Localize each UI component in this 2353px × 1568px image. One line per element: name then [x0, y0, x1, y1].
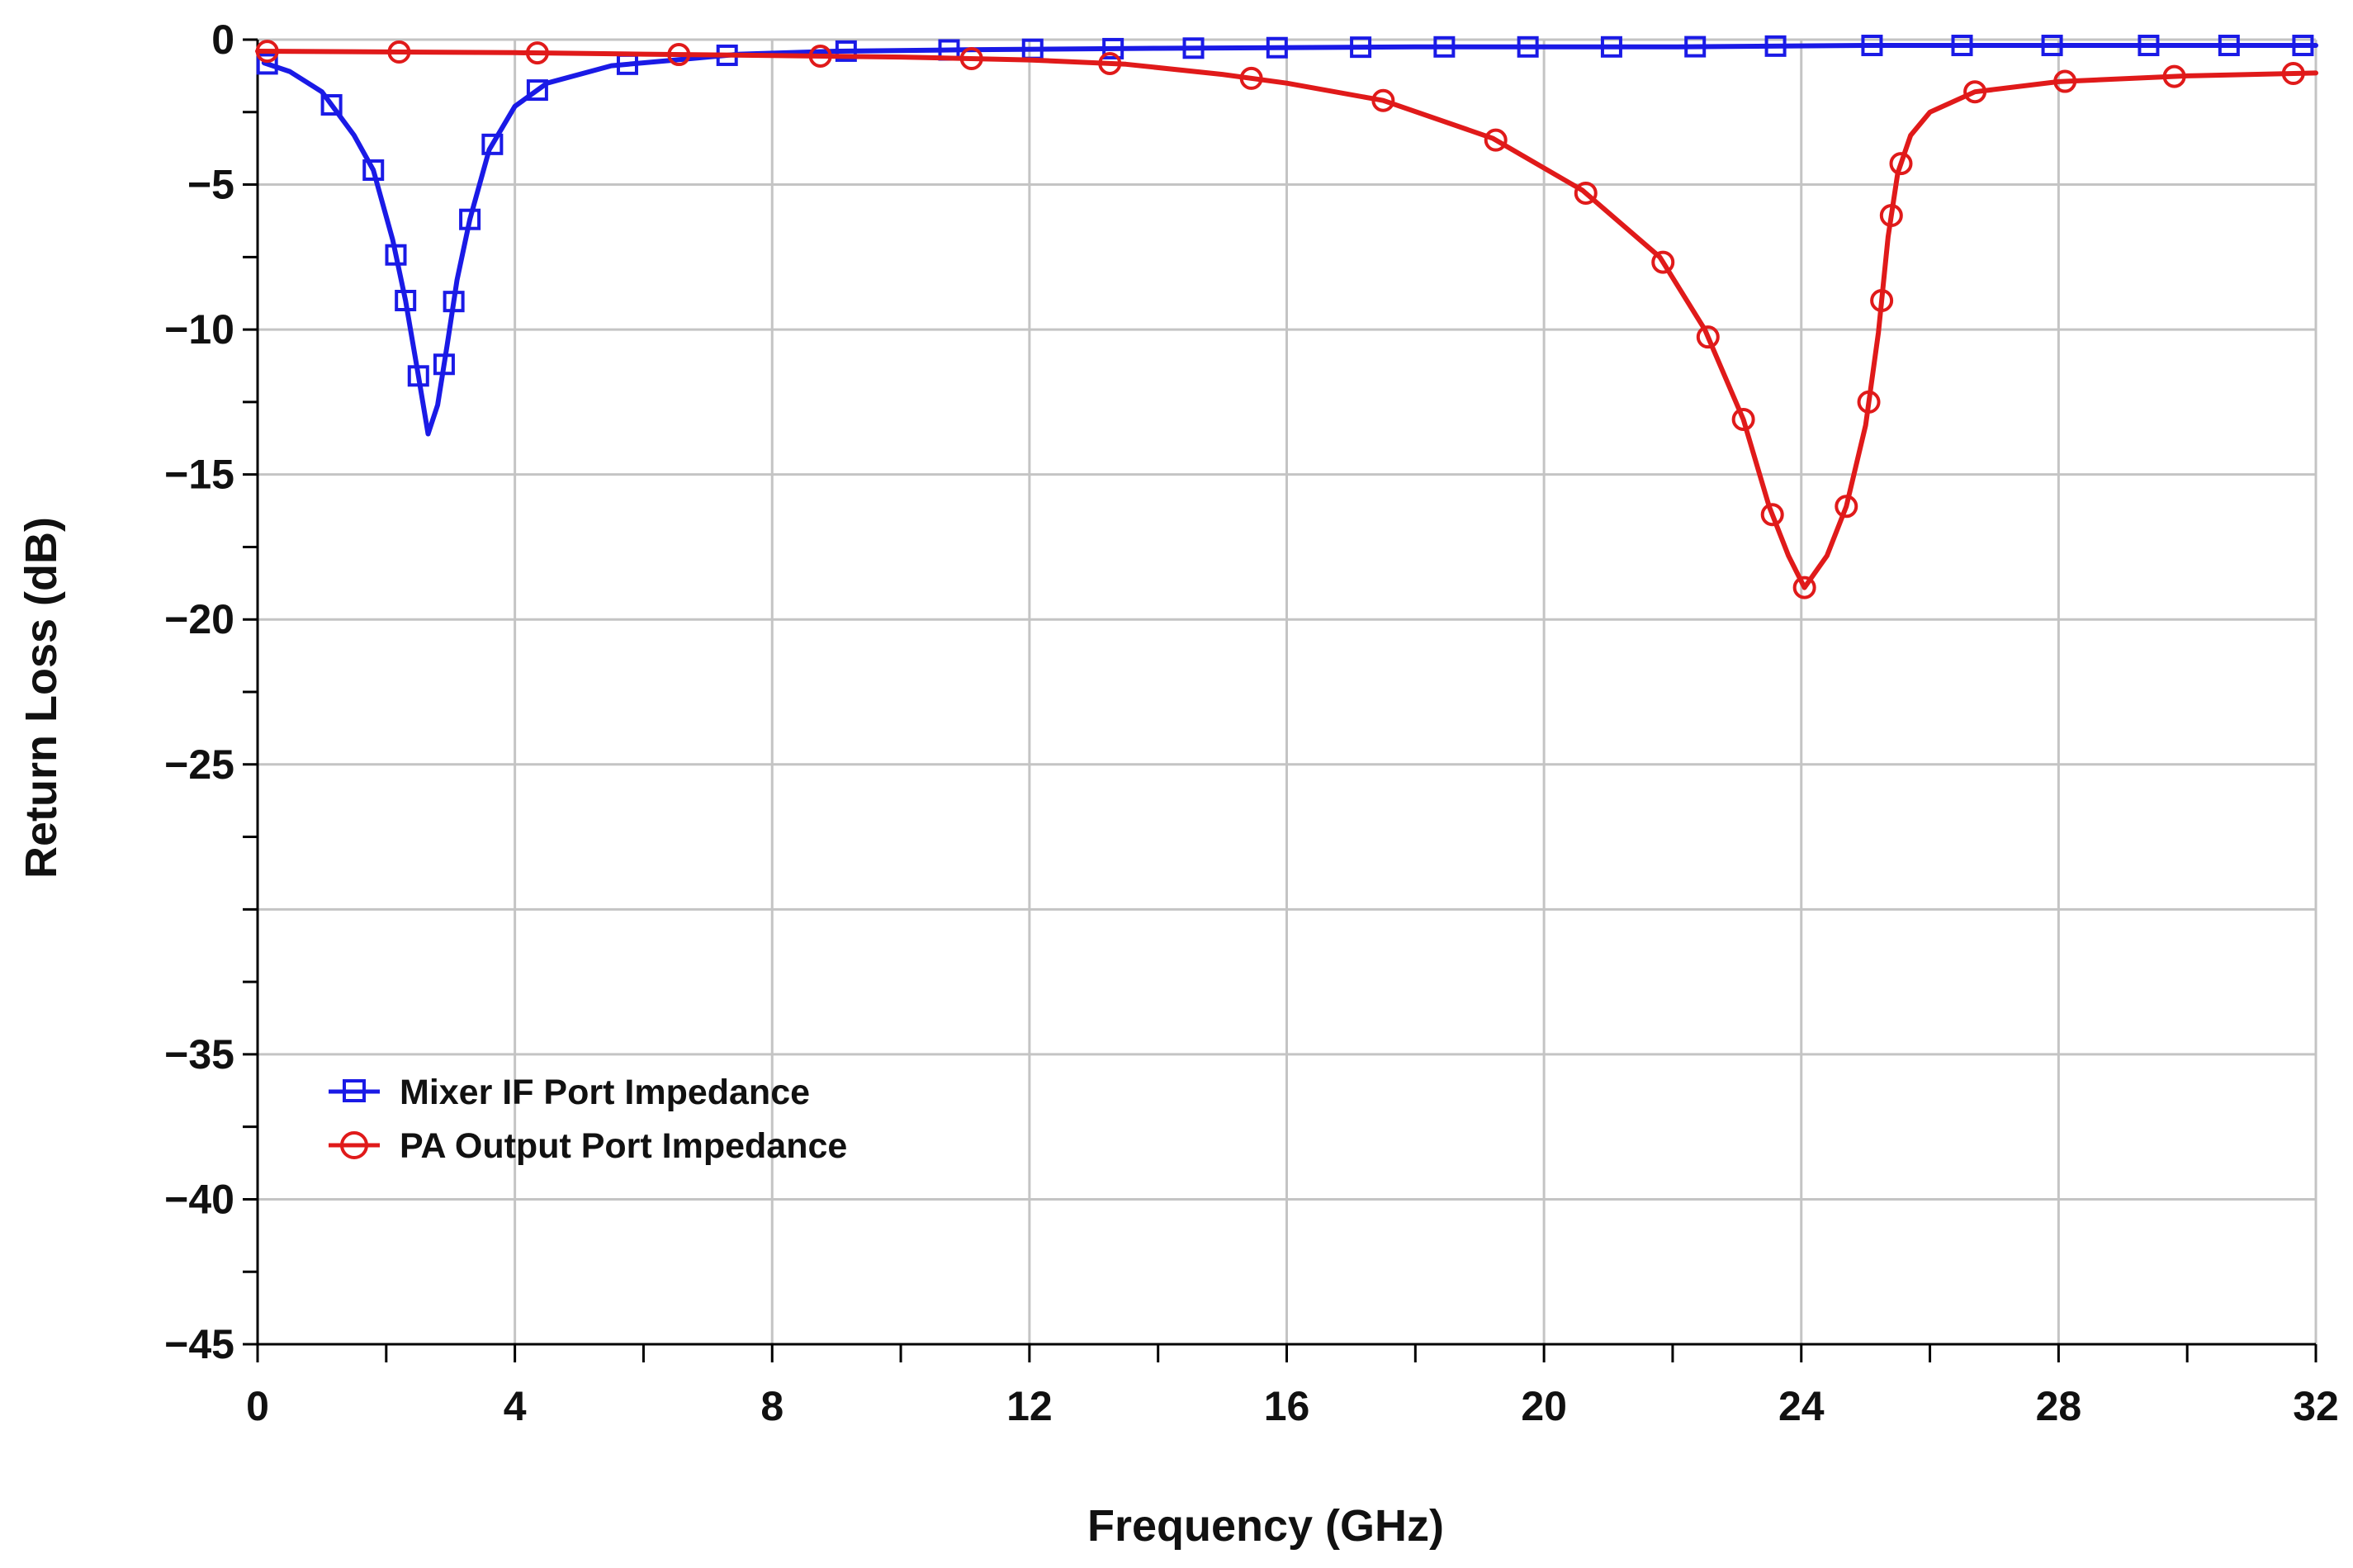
data-point-square [1433, 36, 1456, 58]
data-point-square [1266, 36, 1288, 59]
legend-marker-circle [340, 1131, 368, 1159]
data-point-square [256, 53, 278, 75]
data-point-circle [1879, 204, 1903, 228]
data-point-square [320, 94, 343, 116]
data-point-circle [2281, 61, 2305, 85]
data-point-circle [1835, 495, 1858, 519]
y-tick-label: −25 [164, 741, 234, 788]
data-point-circle [808, 44, 832, 68]
data-point-square [1684, 36, 1707, 58]
tick-labels: 0 4 8 12 16 20 24 28 32 0 −5 −10 −15 −20 −25 −35 −40 −45 [164, 17, 2339, 1429]
series-pa-output [255, 40, 2318, 599]
data-point-square [2218, 35, 2240, 57]
x-tick-label: 32 [2293, 1383, 2339, 1429]
data-point-square [385, 244, 407, 266]
x-tick-label: 4 [504, 1383, 527, 1429]
data-point-square [2138, 35, 2160, 57]
y-tick-label: −5 [187, 162, 234, 208]
data-point-circle [2053, 69, 2077, 93]
y-tick-label: 0 [211, 17, 234, 63]
data-point-square [395, 290, 417, 311]
data-point-circle [1792, 576, 1816, 599]
data-point-circle [1870, 289, 1894, 312]
data-point-square [362, 159, 385, 181]
x-tick-label: 28 [2036, 1383, 2082, 1429]
x-tick-label: 24 [1778, 1383, 1825, 1429]
data-point-square [443, 291, 465, 313]
data-point-circle [1889, 152, 1913, 176]
x-axis-title: Frequency (GHz) [1087, 1501, 1444, 1551]
data-point-square [526, 79, 548, 102]
data-point-square [433, 353, 455, 376]
data-point-square [1517, 36, 1539, 58]
y-tick-label: −15 [164, 452, 234, 498]
legend-label-mixer: Mixer IF Port Impedance [400, 1073, 810, 1112]
y-axis-title: Return Loss (dB) [17, 517, 66, 879]
data-point-circle [1239, 66, 1263, 90]
data-point-circle [1371, 88, 1395, 112]
data-point-circle [1696, 325, 1720, 349]
data-point-square [1600, 36, 1622, 58]
data-point-square [2292, 35, 2314, 57]
data-point-circle [387, 40, 411, 64]
legend-item-pa: PA Output Port Impedance [329, 1126, 847, 1166]
data-point-circle [2162, 64, 2186, 88]
x-tick-label: 8 [760, 1383, 784, 1429]
data-point-circle [255, 40, 279, 64]
y-tick-label: −45 [164, 1321, 234, 1367]
legend-item-mixer: Mixer IF Port Impedance [329, 1073, 810, 1112]
data-point-square [1861, 35, 1883, 57]
minor-ticks [243, 38, 2317, 1362]
data-point-square [2041, 35, 2063, 57]
legend: Mixer IF Port Impedance PA Output Port I… [329, 1073, 847, 1166]
legend-marker-square [343, 1079, 366, 1102]
series [255, 35, 2318, 599]
data-point-circle [667, 43, 691, 67]
data-point-square [835, 40, 857, 62]
data-point-circle [1731, 407, 1755, 431]
data-point-circle [1760, 503, 1784, 527]
data-point-square [1951, 35, 1973, 57]
data-point-square [1350, 36, 1372, 59]
data-point-circle [1098, 51, 1122, 75]
grid [258, 38, 2317, 1344]
data-point-circle [1484, 128, 1508, 152]
series-line [255, 49, 2318, 590]
x-tick-label: 0 [246, 1383, 269, 1429]
data-point-circle [525, 41, 549, 65]
data-point-square [407, 365, 429, 387]
data-point-square [1764, 35, 1787, 57]
x-tick-label: 12 [1006, 1383, 1053, 1429]
x-tick-label: 16 [1264, 1383, 1310, 1429]
y-tick-label: −10 [164, 306, 234, 353]
y-tick-label: −20 [164, 596, 234, 642]
data-point-circle [1651, 250, 1675, 274]
y-tick-label: −35 [164, 1031, 234, 1078]
data-point-square [1102, 37, 1124, 59]
data-point-circle [1574, 181, 1598, 205]
legend-label-pa: PA Output Port Impedance [400, 1126, 847, 1166]
data-point-square [481, 133, 504, 155]
data-point-square [1182, 37, 1205, 59]
x-tick-label: 20 [1521, 1383, 1567, 1429]
data-point-circle [959, 46, 983, 70]
series-line [261, 43, 2318, 437]
data-point-circle [1857, 390, 1881, 414]
data-point-circle [1963, 80, 1987, 104]
data-point-square [459, 208, 481, 230]
y-tick-label: −40 [164, 1176, 234, 1222]
series-mixer-if [256, 35, 2318, 437]
